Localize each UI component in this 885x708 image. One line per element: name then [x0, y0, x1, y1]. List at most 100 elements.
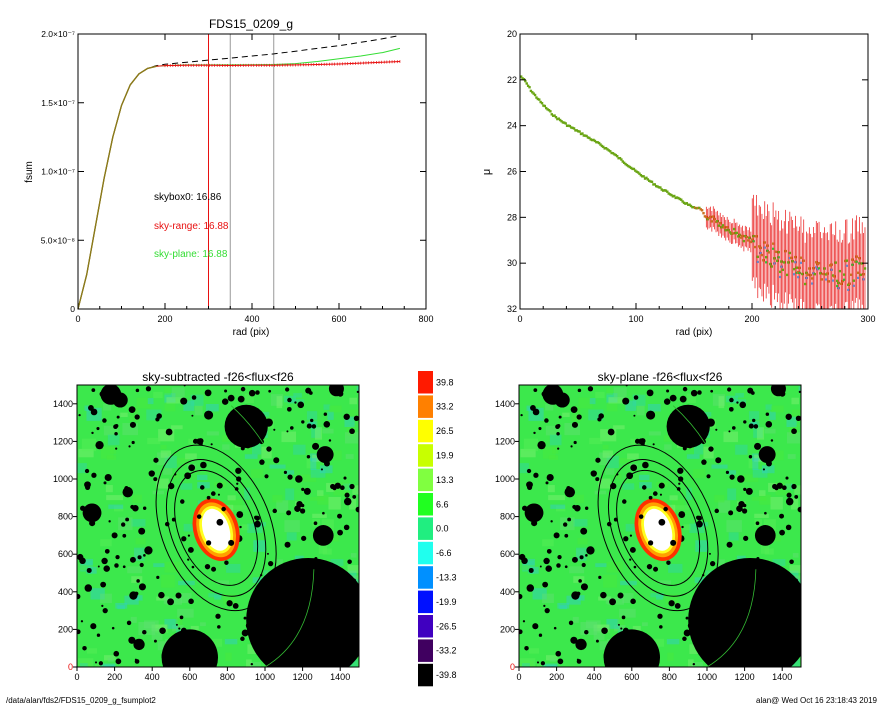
profile-point — [717, 224, 721, 227]
profile-point — [685, 202, 689, 205]
profile-point — [783, 261, 786, 264]
profile-point — [532, 92, 535, 95]
profile-point — [550, 113, 553, 116]
noise-patch — [301, 474, 317, 482]
profile-point — [596, 141, 599, 144]
y-tick-label: 200 — [58, 624, 73, 634]
source-mask — [755, 521, 760, 526]
profile-point — [660, 188, 663, 191]
source-mask — [153, 639, 157, 643]
noise-patch — [130, 616, 137, 623]
profile-point — [828, 264, 832, 267]
noise-patch — [183, 523, 200, 532]
x-ticks: 0 200 400 600 800 — [75, 34, 434, 324]
profile-point — [581, 132, 584, 135]
profile-point — [737, 235, 740, 238]
source-mask — [633, 414, 636, 417]
noise-patch — [772, 559, 786, 566]
profile-point — [628, 165, 631, 169]
source-mask — [670, 539, 677, 546]
profile-point — [632, 167, 636, 171]
noise-patch — [617, 457, 631, 464]
noise-patch — [151, 628, 163, 641]
source-mask — [216, 482, 223, 489]
noise-patch — [293, 393, 302, 398]
noise-patch — [120, 412, 128, 418]
profile-point — [790, 256, 793, 260]
aperture-inner — [616, 469, 701, 586]
ghost-arc — [264, 569, 315, 667]
source-mask — [708, 446, 714, 452]
noise-patch — [613, 387, 627, 399]
source-mask — [642, 485, 647, 490]
noise-patch — [606, 402, 618, 412]
source-mask — [90, 408, 98, 416]
profile-point — [574, 129, 577, 132]
noise-patch — [260, 411, 270, 417]
profile-point — [787, 261, 790, 264]
noise-patch — [293, 444, 306, 455]
noise-patch — [577, 595, 585, 601]
profile-point — [837, 281, 840, 285]
source-mask — [98, 661, 104, 666]
noise-patch — [605, 597, 612, 604]
x-tick-label: 200 — [744, 314, 759, 324]
noise-patch — [686, 454, 700, 459]
profile-point — [646, 178, 650, 181]
colorbar-swatch — [418, 444, 433, 467]
profile-point — [635, 170, 638, 173]
source-mask — [142, 629, 147, 635]
profile-point — [725, 226, 729, 229]
noise-patch — [171, 425, 183, 430]
x-tick-label: 600 — [624, 672, 639, 682]
source-mask — [555, 424, 560, 430]
profile-point — [675, 196, 679, 199]
source-mask — [116, 415, 120, 419]
profile-point — [709, 215, 712, 219]
profile-point — [621, 160, 624, 163]
profile-point — [843, 278, 846, 281]
star-mask — [770, 385, 786, 397]
noise-patch — [90, 588, 105, 600]
image-frame — [518, 384, 802, 668]
source-mask — [538, 633, 543, 637]
noise-patch — [206, 431, 219, 436]
source-mask — [658, 482, 665, 489]
profile-point — [654, 184, 658, 188]
source-mask — [142, 506, 147, 510]
source-mask — [148, 470, 155, 477]
source-mask — [609, 598, 617, 606]
profile-point — [845, 264, 848, 267]
star-mask — [753, 424, 759, 429]
source-mask — [243, 616, 247, 620]
noise-patch — [614, 624, 626, 632]
source-mask — [306, 423, 312, 429]
noise-patch — [519, 463, 529, 474]
source-mask — [232, 602, 239, 609]
y-tick-label: 0 — [510, 662, 515, 672]
noise-patch — [86, 648, 98, 654]
source-mask — [101, 604, 104, 607]
noise-patch — [726, 470, 737, 475]
source-mask — [216, 518, 224, 526]
profile-point — [794, 255, 797, 259]
source-mask — [156, 413, 162, 419]
profile-point — [563, 121, 566, 124]
source-mask — [180, 397, 188, 405]
x-tick-label: 100 — [628, 314, 643, 324]
source-mask — [102, 418, 107, 423]
profile-point — [695, 207, 698, 210]
noise-patch — [686, 487, 692, 500]
profile-point — [657, 186, 661, 189]
source-mask — [544, 418, 549, 423]
profile-point — [678, 197, 682, 201]
source-mask — [570, 636, 578, 644]
noise-patch — [117, 605, 126, 610]
y-tick-label: 800 — [58, 512, 73, 522]
profile-point — [777, 251, 780, 254]
noise-patch — [172, 473, 180, 479]
source-mask — [629, 558, 632, 561]
source-mask — [322, 511, 325, 515]
noise-patch — [536, 663, 546, 667]
